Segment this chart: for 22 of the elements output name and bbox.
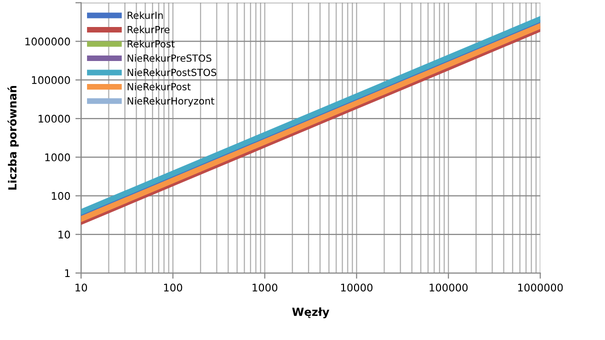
y-tick-label: 1000 xyxy=(45,153,70,162)
y-tick-label: 10 xyxy=(58,230,70,239)
legend-label: NieRekurHoryzont xyxy=(128,97,214,106)
y-tick-label: 10000 xyxy=(38,114,70,123)
legend-label: RekurPre xyxy=(128,26,170,34)
x-tick-label: 100000 xyxy=(430,284,468,292)
x-tick-label: 1000 xyxy=(252,284,278,292)
x-axis-title: Węzły xyxy=(292,307,330,318)
y-axis-title: Liczba porównań xyxy=(8,86,19,190)
y-tick-label: 100 xyxy=(52,192,70,200)
legend-label: NieRekurPostSTOS xyxy=(128,68,216,76)
y-tick-label: 100000 xyxy=(32,76,70,84)
legend-label: NieRekurPreSTOS xyxy=(128,54,212,62)
legend-label: RekurPost xyxy=(128,40,175,48)
x-tick-label: 1000000 xyxy=(518,284,563,292)
x-tick-label: 10 xyxy=(76,284,88,292)
y-tick-label: 1 xyxy=(65,269,70,277)
x-tick-label: 10000 xyxy=(341,284,372,292)
legend-label: RekurIn xyxy=(128,11,163,19)
x-tick-label: 100 xyxy=(164,284,182,292)
y-tick-label: 1000000 xyxy=(25,38,70,46)
legend-label: NieRekurPost xyxy=(128,82,191,90)
